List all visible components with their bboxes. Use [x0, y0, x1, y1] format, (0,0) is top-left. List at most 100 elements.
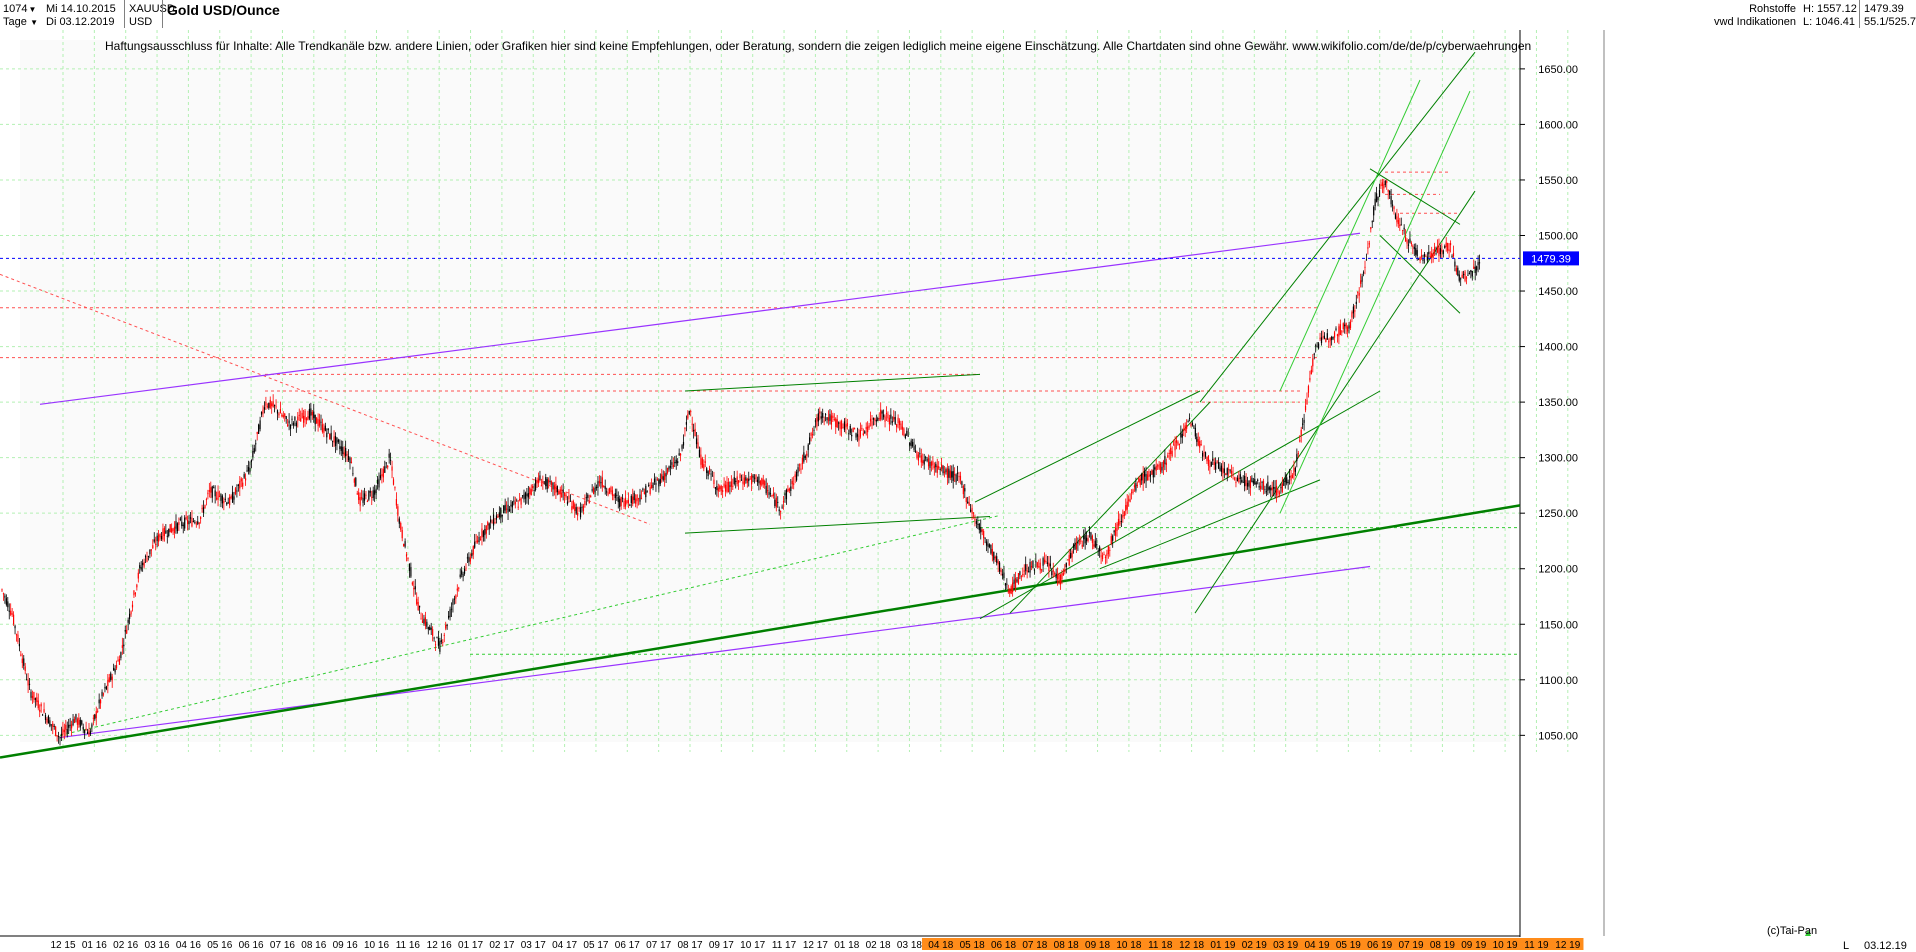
candle-body	[869, 418, 872, 422]
candle-body	[1389, 190, 1391, 195]
candle-body	[1193, 426, 1195, 428]
candle-body	[353, 478, 355, 483]
candle-body	[113, 667, 115, 671]
candle-body	[1289, 476, 1291, 478]
candle-body	[1188, 417, 1191, 419]
candle-body	[703, 464, 705, 469]
candle-body	[588, 501, 590, 504]
candle-body	[530, 489, 532, 496]
candle-body	[1180, 432, 1182, 438]
x-tick-label: 11 19	[1524, 940, 1549, 951]
candle-body	[263, 407, 266, 410]
candle-body	[985, 541, 988, 546]
candle-body	[295, 422, 297, 427]
candle-body	[720, 485, 722, 492]
candle-body	[50, 724, 52, 726]
candle-body	[1396, 216, 1398, 223]
candle-body	[297, 416, 299, 421]
candle-body	[874, 418, 876, 421]
candle-body	[1088, 532, 1091, 534]
candle-body	[1333, 332, 1336, 338]
candle-body	[553, 485, 556, 490]
y-tick-label: 1600.00	[1538, 119, 1578, 131]
candle-body	[1275, 485, 1278, 496]
candle-body	[691, 423, 693, 425]
candle-body	[140, 567, 142, 570]
candle-body	[281, 414, 283, 417]
candle-body	[655, 482, 657, 485]
candle-body	[81, 720, 83, 725]
candle-body	[71, 724, 73, 729]
candle-body	[1136, 484, 1138, 486]
candle-body	[453, 598, 455, 600]
candle-body	[72, 719, 74, 725]
candle-body	[671, 462, 673, 465]
candle-body	[1045, 560, 1047, 563]
candle-body	[651, 484, 653, 489]
candle-body	[935, 463, 937, 468]
candle-body	[743, 477, 745, 485]
candle-body	[1315, 345, 1317, 347]
candle-body	[767, 490, 769, 492]
candle-body	[590, 495, 592, 498]
x-tick-label: 07 19	[1399, 940, 1424, 951]
candle-body	[337, 439, 339, 442]
bar-count[interactable]: 1074▼	[3, 3, 36, 16]
candle-body	[825, 414, 827, 416]
candle-body	[1064, 569, 1066, 572]
candle-body	[52, 723, 54, 727]
candle-body	[1236, 477, 1238, 482]
candle-body	[917, 454, 919, 461]
candle-body	[635, 498, 637, 504]
candle-body	[1016, 579, 1018, 582]
candle-body	[397, 506, 399, 516]
candle-body	[511, 501, 513, 508]
candle-body	[490, 519, 492, 523]
candle-body	[958, 475, 960, 478]
y-tick-label: 1650.00	[1538, 64, 1578, 76]
candle-body	[231, 492, 234, 503]
candle-body	[405, 554, 408, 557]
candle-body	[749, 478, 751, 480]
candle-body	[191, 517, 193, 527]
candle-body	[1115, 527, 1117, 536]
candle-body	[356, 493, 358, 495]
candle-body	[913, 446, 915, 450]
candle-body	[47, 716, 49, 724]
candle-body	[829, 413, 831, 421]
trend-line	[1199, 51, 1476, 403]
candle-body	[1186, 425, 1188, 429]
candle-body	[504, 504, 506, 511]
candle-body	[1148, 471, 1150, 478]
candle-body	[497, 515, 499, 518]
candle-body	[366, 500, 368, 502]
candle-body	[1407, 244, 1410, 246]
candle-body	[24, 666, 26, 671]
candle-body	[1265, 491, 1267, 493]
x-tick-label: 06 19	[1367, 940, 1392, 951]
candle-body	[336, 437, 338, 444]
candle-body	[342, 446, 344, 454]
candle-body	[1444, 246, 1446, 248]
candle-body	[501, 514, 503, 517]
disclaimer-text: Haftungsausschluss für Inhalte: Alle Tre…	[105, 39, 1532, 53]
candle-body	[794, 474, 796, 478]
candle-body	[236, 490, 238, 492]
trend-line	[979, 390, 1381, 620]
candle-body	[820, 416, 822, 419]
x-tick-label: 02 16	[113, 940, 138, 951]
candle-body	[450, 608, 453, 610]
candle-body	[607, 492, 609, 495]
candle-body	[365, 494, 367, 496]
candle-body	[184, 517, 186, 529]
candle-body	[289, 424, 292, 429]
candle-body	[938, 466, 940, 469]
candle-body	[597, 481, 599, 488]
candle-body	[492, 514, 495, 526]
candle-body	[427, 627, 429, 630]
period-selector[interactable]: Tage ▼	[3, 16, 38, 29]
scale-mode[interactable]: L	[1843, 940, 1850, 952]
candle-body	[498, 512, 500, 517]
candle-body	[1349, 321, 1352, 328]
candle-body	[1328, 341, 1330, 343]
